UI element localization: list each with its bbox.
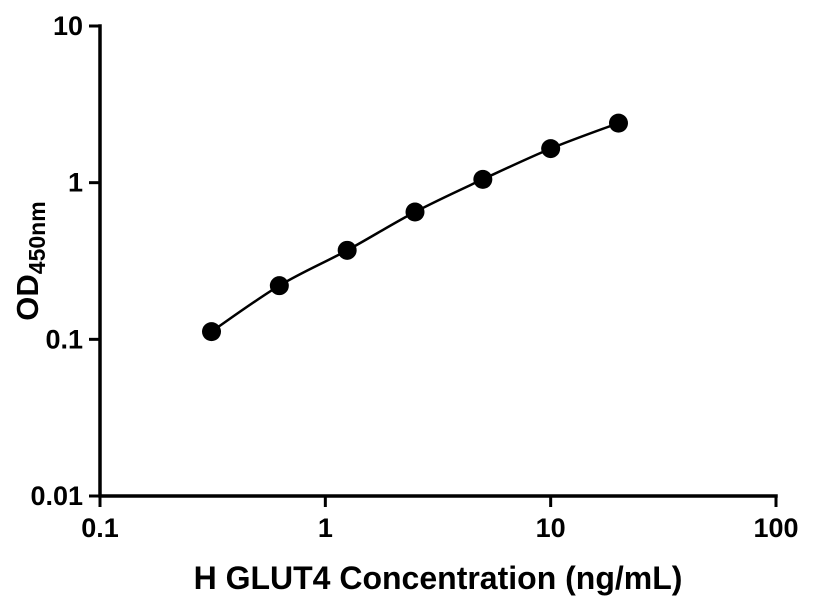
- y-tick-label: 0.1: [45, 324, 83, 354]
- data-point: [337, 240, 357, 260]
- x-tick-label: 100: [753, 513, 798, 543]
- y-tick-label: 10: [53, 11, 83, 41]
- y-axis-title-main: OD: [10, 274, 45, 321]
- x-tick-label: 0.1: [81, 513, 119, 543]
- data-point: [202, 322, 222, 342]
- y-tick-label: 1: [68, 168, 83, 198]
- x-axis-title: H GLUT4 Concentration (ng/mL): [194, 560, 683, 596]
- data-point: [473, 169, 493, 189]
- y-tick-label: 0.01: [30, 481, 83, 511]
- x-tick-label: 10: [536, 513, 566, 543]
- data-point: [405, 202, 425, 222]
- data-point: [608, 113, 628, 133]
- y-axis-title-subscript: 450nm: [24, 201, 50, 274]
- x-tick-label: 1: [318, 513, 333, 543]
- data-point: [541, 139, 561, 159]
- axes-frame: [98, 24, 778, 498]
- y-axis-title: OD450nm: [10, 201, 50, 320]
- data-point: [269, 276, 289, 296]
